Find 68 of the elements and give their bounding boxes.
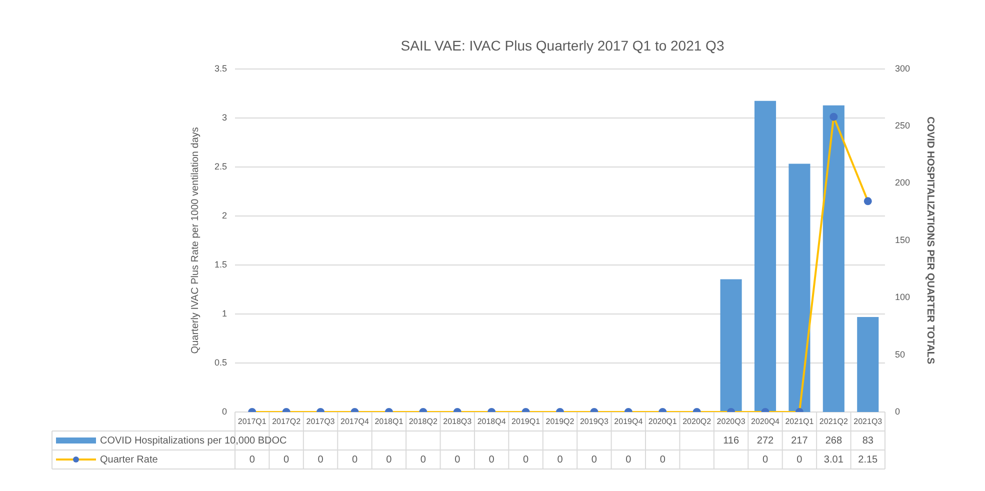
y2-tick-label: 250	[894, 120, 910, 130]
y2-tick-label: 50	[894, 349, 905, 360]
data-label: 0	[249, 454, 256, 466]
x-tick-label: 2018Q3	[443, 417, 472, 426]
x-tick-label: 2020Q4	[751, 417, 780, 426]
y2-tick-label: 150	[894, 234, 910, 245]
data-label: 0	[386, 454, 392, 466]
data-label: 0	[352, 454, 358, 466]
y2-tick-label: 300	[894, 63, 910, 74]
x-tick-label: 2021Q2	[819, 417, 848, 426]
bar	[857, 317, 879, 412]
point	[830, 112, 838, 121]
bar	[822, 105, 844, 412]
data-label: 0	[626, 454, 632, 466]
data-label: 0	[318, 454, 324, 466]
y-tick-label: 2	[222, 210, 227, 220]
x-tick-label: 2020Q3	[716, 417, 746, 426]
data-label: 0	[660, 454, 666, 466]
data-label: 0	[523, 454, 529, 466]
data-label: 0	[762, 454, 768, 466]
data-label: 0	[591, 454, 598, 466]
x-tick-label: 2019Q1	[512, 417, 541, 426]
x-tick-label: 2017Q3	[306, 417, 336, 426]
x-tick-label: 2018Q4	[477, 417, 506, 426]
legend-label: Quarter Rate	[100, 454, 158, 466]
data-label: 116	[723, 435, 740, 446]
data-label: 83	[862, 435, 874, 446]
data-label: 0	[557, 454, 564, 466]
data-label: 272	[756, 435, 774, 446]
y-axis-title: Quarterly IVAC Plus Rate per 1000 ventilation days	[190, 127, 201, 354]
data-label: 2.15	[858, 454, 878, 466]
x-tick-label: 2019Q2	[546, 417, 575, 426]
data-label: 0	[420, 454, 426, 466]
data-label: 0	[284, 454, 290, 466]
data-label: 217	[791, 435, 808, 446]
x-tick-label: 2020Q2	[682, 417, 712, 426]
x-tick-label: 2021Q1	[785, 417, 814, 426]
data-label: 0	[454, 454, 461, 466]
x-tick-label: 2018Q2	[408, 417, 438, 426]
y2-axis-title: COVID HOSPITALIZATIONS PER QUARTER TOTALS	[924, 116, 936, 365]
x-tick-label: 2017Q1	[238, 417, 267, 426]
y-tick-label: 0.5	[214, 357, 227, 368]
x-tick-label: 2020Q1	[648, 417, 678, 426]
data-label: 3.01	[824, 454, 844, 466]
data-label: 0	[796, 454, 803, 466]
y-tick-label: 3.5	[214, 63, 227, 74]
x-tick-label: 2017Q2	[272, 417, 302, 426]
data-label: 268	[825, 435, 842, 446]
x-tick-label: 2019Q3	[580, 417, 609, 426]
y2-tick-label: 0	[894, 406, 900, 416]
point	[864, 197, 872, 206]
bar	[754, 100, 776, 412]
x-tick-label: 2021Q3	[854, 417, 883, 426]
x-tick-label: 2019Q4	[614, 417, 644, 426]
y2-tick-label: 100	[894, 292, 910, 302]
y-tick-label: 1	[222, 308, 227, 318]
chart-title: SAIL VAE: IVAC Plus Quarterly 2017 Q1 to 2021 Q3	[400, 37, 724, 54]
y-tick-label: 2.5	[214, 161, 227, 172]
bar	[788, 164, 810, 412]
legend-label: COVID Hospitalizations per 10,000 BDOC	[100, 435, 287, 446]
y2-tick-label: 200	[894, 178, 910, 188]
data-label: 0	[488, 454, 495, 466]
y-tick-label: 0	[222, 406, 227, 416]
y-tick-label: 3	[222, 112, 227, 122]
bar	[720, 279, 742, 412]
x-tick-label: 2018Q1	[374, 417, 404, 426]
y-tick-label: 1.5	[214, 259, 227, 270]
x-tick-label: 2017Q4	[340, 417, 370, 426]
